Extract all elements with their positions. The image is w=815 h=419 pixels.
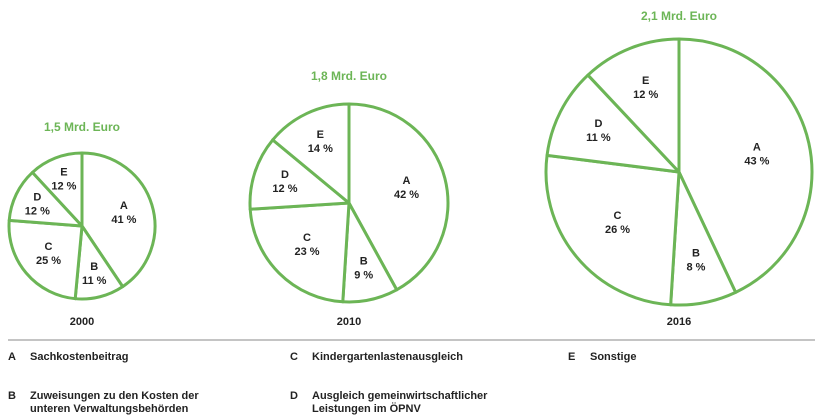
slice-value-label: 25 %: [36, 255, 61, 267]
pie-slice: [248, 201, 351, 304]
pie-title: 1,8 Mrd. Euro: [311, 69, 387, 83]
slice-value-label: 23 %: [294, 246, 319, 258]
pie-slice: [586, 37, 681, 174]
slice-value-label: 12 %: [51, 181, 76, 193]
pie-title: 1,5 Mrd. Euro: [44, 120, 120, 134]
pie-title: 2,1 Mrd. Euro: [641, 9, 717, 23]
legend-key: E: [568, 351, 576, 363]
legend-key: A: [8, 351, 16, 363]
slice-value-label: 41 %: [111, 214, 136, 226]
slice-category: C: [614, 210, 622, 222]
pie-slice: [545, 73, 681, 174]
slice-value-label: 26 %: [605, 224, 630, 236]
slice-category: D: [594, 118, 602, 130]
slice-value-label: 8 %: [686, 262, 705, 274]
slice-category: A: [403, 175, 411, 187]
pie-slice: [347, 102, 450, 292]
slice-category: A: [120, 200, 128, 212]
slice-value-label: 11 %: [586, 132, 611, 144]
pie-slice: [271, 102, 351, 205]
pie-year: 2016: [667, 316, 691, 328]
slice-category: E: [317, 129, 324, 141]
slice-value-label: 11 %: [82, 275, 107, 287]
legend-label: Sachkostenbeitrag: [30, 351, 129, 363]
pie-slice: [677, 37, 814, 294]
slice-category: E: [642, 75, 649, 87]
slice-category: D: [33, 191, 41, 203]
legend-label: Kindergartenlastenausgleich: [312, 351, 463, 363]
slice-category: B: [90, 261, 98, 273]
pie-year: 2010: [337, 316, 361, 328]
pie-slice: [80, 151, 157, 289]
slice-value-label: 9 %: [354, 270, 373, 282]
slice-category: E: [60, 167, 67, 179]
slice-category: B: [692, 248, 700, 260]
legend-label: Sonstige: [590, 351, 637, 363]
slice-category: C: [303, 232, 311, 244]
legend-key: C: [290, 351, 298, 363]
pie-slice: [248, 138, 351, 211]
slice-value-label: 12 %: [633, 89, 658, 101]
pie-year: 2000: [70, 316, 94, 328]
slice-category: D: [281, 169, 289, 181]
pie-slice: [7, 218, 84, 301]
slice-category: C: [45, 241, 53, 253]
slice-category: A: [753, 141, 761, 153]
pie-slice: [30, 151, 84, 228]
slice-value-label: 12 %: [272, 183, 297, 195]
legend-key: D: [290, 390, 298, 402]
legend-label: Zuweisungen zu den Kosten der unteren Ve…: [30, 390, 199, 415]
legend-key: B: [8, 390, 16, 402]
slice-category: B: [360, 256, 368, 268]
slice-value-label: 14 %: [308, 143, 333, 155]
slice-value-label: 43 %: [744, 155, 769, 167]
slice-value-label: 42 %: [394, 189, 419, 201]
slice-value-label: 12 %: [25, 205, 50, 217]
pie-slice: [544, 153, 681, 307]
legend-label: Ausgleich gemeinwirtschaftlicher Leistun…: [312, 390, 488, 415]
